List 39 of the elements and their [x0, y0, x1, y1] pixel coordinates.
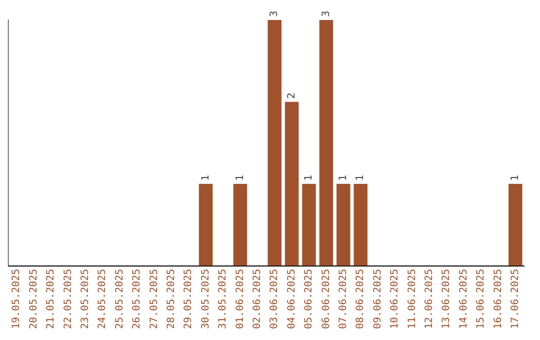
x-tick-label: 21.05.2025 — [46, 268, 57, 330]
x-tick-label: 06.06.2025 — [320, 268, 332, 330]
x-tick-label: 14.06.2025 — [458, 268, 470, 330]
x-tick-label: 01.06.2025 — [234, 268, 246, 330]
x-tick-label: 16.06.2025 — [492, 268, 504, 330]
x-tick-label: 08.06.2025 — [355, 268, 366, 330]
x-tick-label: 24.05.2025 — [97, 268, 108, 330]
x-tick-label: 15.06.2025 — [476, 268, 487, 330]
x-tick-label: 31.05.2025 — [218, 268, 229, 330]
data-label: 1 — [510, 174, 521, 181]
x-tick-label: 05.06.2025 — [304, 268, 315, 330]
x-tick-label: 19.05.2025 — [11, 268, 22, 330]
x-tick-label: 09.06.2025 — [372, 268, 384, 330]
x-tick-label: 30.05.2025 — [200, 268, 212, 330]
data-label: 1 — [355, 174, 366, 181]
data-label: 1 — [234, 174, 246, 181]
x-tick-label: 23.05.2025 — [80, 268, 91, 330]
x-tick-label: 13.06.2025 — [441, 268, 452, 330]
x-tick-label: 12.06.2025 — [424, 268, 435, 330]
data-label: 1 — [338, 174, 349, 181]
x-tick-label: 27.05.2025 — [148, 268, 160, 330]
x-tick-label: 26.05.2025 — [132, 268, 143, 330]
x-tick-label: 10.06.2025 — [390, 268, 401, 330]
x-tick-label: 25.05.2025 — [114, 268, 126, 330]
data-label: 3 — [320, 10, 332, 17]
x-tick-label: 02.06.2025 — [252, 268, 263, 330]
x-tick-label: 20.05.2025 — [28, 268, 40, 330]
x-tick-label: 17.06.2025 — [510, 268, 521, 330]
data-label: 3 — [269, 10, 280, 17]
data-label: 1 — [200, 174, 212, 181]
x-tick-label: 03.06.2025 — [269, 268, 280, 330]
data-label: 1 — [304, 174, 315, 181]
x-tick-label: 22.05.2025 — [62, 268, 74, 330]
x-tick-label: 11.06.2025 — [406, 268, 418, 330]
data-label: 2 — [286, 92, 298, 99]
x-tick-label: 28.05.2025 — [166, 268, 177, 330]
x-tick-label: 07.06.2025 — [338, 268, 349, 330]
x-tick-label: 29.05.2025 — [183, 268, 194, 330]
x-tick-label: 04.06.2025 — [286, 268, 298, 330]
